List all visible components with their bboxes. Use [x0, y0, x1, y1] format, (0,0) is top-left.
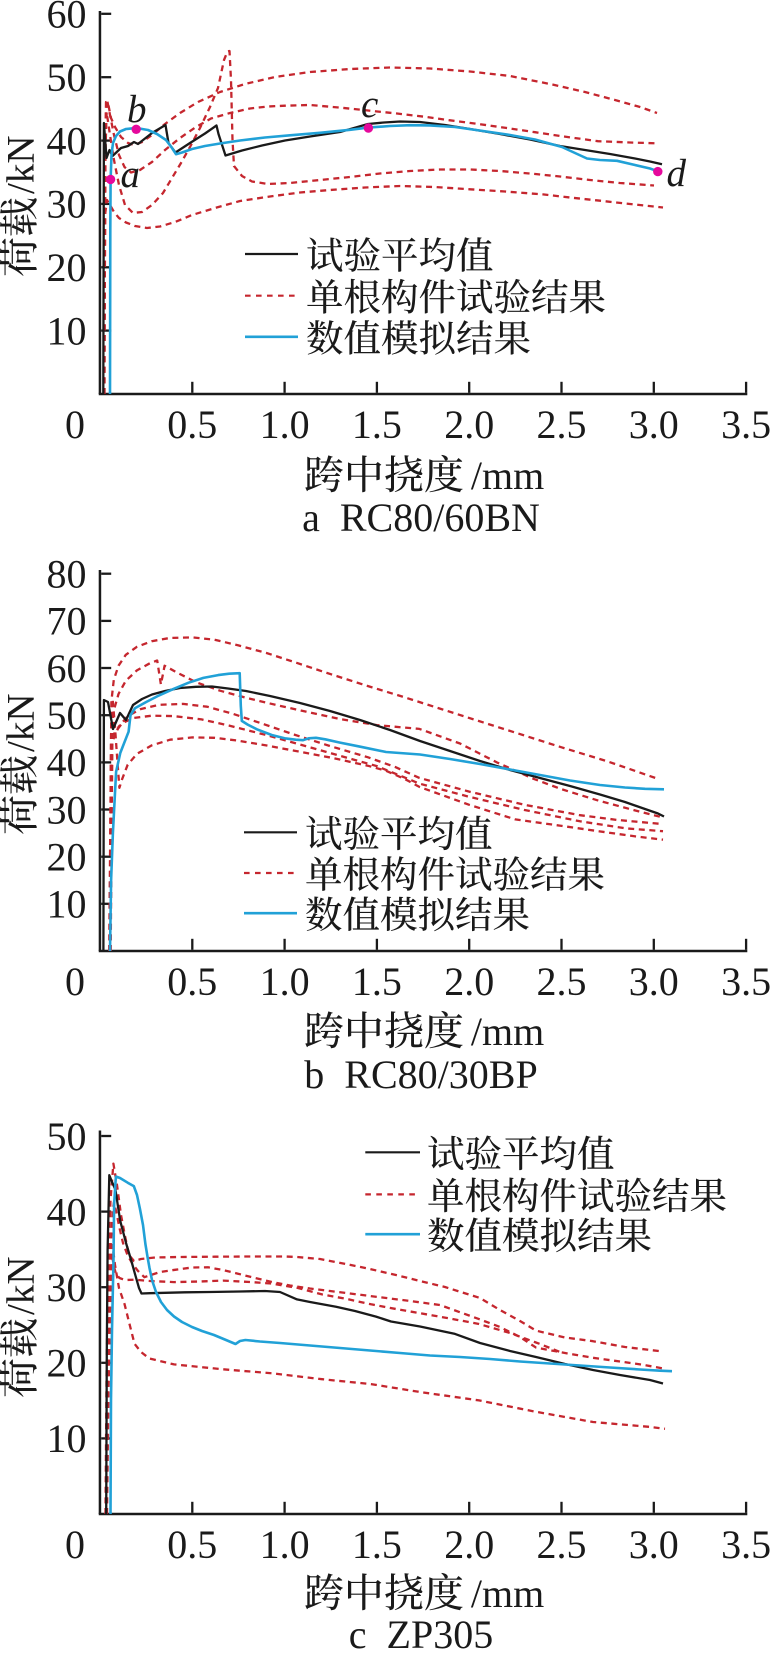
svg-text:/kN: /kN — [0, 136, 43, 195]
svg-text:2.5: 2.5 — [537, 1522, 587, 1567]
svg-text:b RC80/30BP: b RC80/30BP — [304, 1052, 537, 1097]
svg-text:30: 30 — [47, 787, 87, 832]
svg-text:3.0: 3.0 — [629, 402, 679, 447]
svg-text:d: d — [667, 152, 687, 195]
svg-text:50: 50 — [47, 1114, 87, 1159]
svg-text:c: c — [361, 83, 378, 126]
svg-text:30: 30 — [47, 182, 87, 227]
svg-text:a: a — [121, 153, 141, 196]
svg-text:50: 50 — [47, 55, 87, 100]
svg-text:20: 20 — [47, 245, 87, 290]
svg-text:0.5: 0.5 — [167, 1522, 217, 1567]
svg-text:0: 0 — [65, 402, 85, 447]
svg-text:80: 80 — [47, 552, 87, 597]
svg-text:30: 30 — [47, 1265, 87, 1310]
svg-text:3.5: 3.5 — [721, 1522, 771, 1567]
svg-text:a RC80/60BN: a RC80/60BN — [302, 495, 540, 540]
svg-text:1.5: 1.5 — [352, 1522, 402, 1567]
svg-text:1.0: 1.0 — [260, 402, 310, 447]
svg-text:40: 40 — [47, 1189, 87, 1234]
svg-text:60: 60 — [47, 646, 87, 691]
svg-text:20: 20 — [47, 834, 87, 879]
svg-text:3.5: 3.5 — [721, 402, 771, 447]
svg-text:0.5: 0.5 — [167, 959, 217, 1004]
svg-text:50: 50 — [47, 693, 87, 738]
svg-text:10: 10 — [47, 882, 87, 927]
svg-text:2.5: 2.5 — [537, 959, 587, 1004]
svg-text:2.0: 2.0 — [444, 402, 494, 447]
svg-text:40: 40 — [47, 740, 87, 785]
svg-text:10: 10 — [47, 308, 87, 353]
svg-text:1.5: 1.5 — [352, 959, 402, 1004]
svg-text:10: 10 — [47, 1416, 87, 1461]
svg-text:3.5: 3.5 — [721, 959, 771, 1004]
svg-text:/kN: /kN — [0, 1257, 43, 1316]
svg-text:60: 60 — [47, 0, 87, 37]
svg-text:0.5: 0.5 — [167, 402, 217, 447]
svg-text:/mm: /mm — [471, 453, 544, 498]
svg-text:2.0: 2.0 — [444, 959, 494, 1004]
svg-text:40: 40 — [47, 118, 87, 163]
svg-text:1.0: 1.0 — [260, 959, 310, 1004]
svg-text:20: 20 — [47, 1341, 87, 1386]
svg-text:1.5: 1.5 — [352, 402, 402, 447]
svg-text:3.0: 3.0 — [629, 1522, 679, 1567]
svg-text:3.0: 3.0 — [629, 959, 679, 1004]
svg-text:c ZP305: c ZP305 — [349, 1612, 493, 1654]
svg-text:1.0: 1.0 — [260, 1522, 310, 1567]
svg-text:b: b — [127, 88, 147, 131]
svg-text:/mm: /mm — [471, 1009, 544, 1054]
svg-text:/mm: /mm — [471, 1571, 544, 1616]
svg-text:0: 0 — [65, 959, 85, 1004]
svg-text:70: 70 — [47, 599, 87, 644]
svg-text:0: 0 — [65, 1522, 85, 1567]
svg-text:/kN: /kN — [0, 694, 43, 753]
svg-text:2.5: 2.5 — [537, 402, 587, 447]
svg-text:2.0: 2.0 — [444, 1522, 494, 1567]
